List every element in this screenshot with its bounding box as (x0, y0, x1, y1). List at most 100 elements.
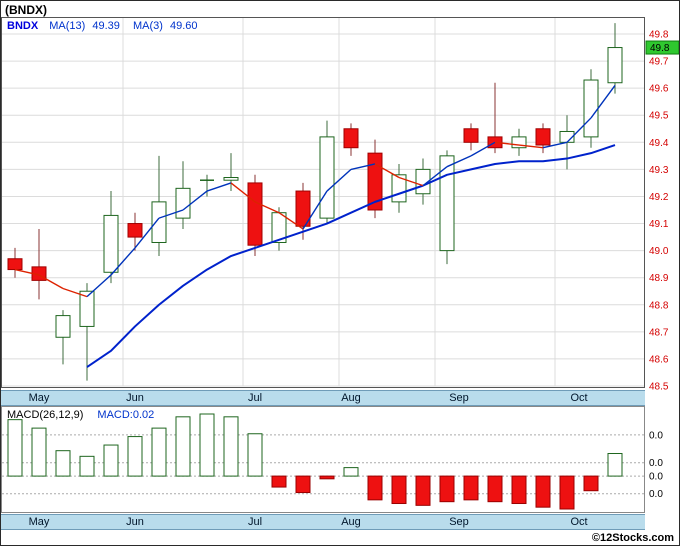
month-label: Sep (449, 392, 469, 404)
month-label: May (28, 392, 50, 404)
candle-body (7, 258, 23, 271)
candle-body (367, 152, 383, 211)
ma3-segment (278, 212, 304, 230)
month-label: Jun (126, 392, 144, 404)
month-label: Aug (341, 516, 361, 528)
candle-body (103, 214, 119, 273)
month-axis-top: May Jun Jul Aug Sep Oct (1, 390, 645, 406)
ma3-segment (518, 144, 544, 149)
candle-body (151, 201, 167, 243)
month-label: Sep (449, 516, 469, 528)
y-axis-label: 48.6 (649, 354, 669, 365)
copyright-watermark: ©12Stocks.com (591, 532, 674, 544)
macd-bar (103, 444, 119, 477)
macd-bar (319, 475, 335, 480)
ma3-segment (398, 176, 424, 187)
candle-body (511, 136, 527, 149)
ma3-segment (230, 182, 256, 203)
macd-bar (199, 413, 215, 477)
macd-bar (7, 419, 23, 477)
ma3-segment (446, 155, 472, 168)
macd-bar (343, 467, 359, 477)
candle-body (607, 47, 623, 84)
candle-body (175, 187, 191, 219)
y-axis-label: 49.4 (649, 138, 669, 149)
macd-bar (151, 427, 167, 477)
macd-plot-border (1, 406, 645, 513)
ma3-segment (182, 190, 208, 211)
macd-value-label: MACD: (97, 409, 133, 421)
ma3-segment (350, 163, 376, 171)
ma3-segment (110, 247, 136, 276)
macd-axis-label: 0.0 (649, 430, 663, 441)
month-label: Aug (341, 392, 361, 404)
macd-legend: MACD(26,12,9) MACD:0.02 (7, 409, 154, 421)
y-axis-label: 49.3 (649, 165, 669, 176)
month-label: May (28, 516, 50, 528)
price-tag (645, 40, 679, 55)
y-axis-label: 49.2 (649, 192, 669, 203)
ma13-line (86, 144, 616, 368)
ma3-segment (254, 201, 280, 214)
macd-axis-label: 0.0 (649, 472, 663, 483)
candle-body (247, 182, 263, 246)
y-axis-label: 48.7 (649, 327, 669, 338)
macd-axis-label: 0.0 (649, 458, 663, 469)
macd-bar (463, 475, 479, 501)
y-axis-label: 49.5 (649, 111, 669, 122)
ma3-segment (470, 141, 496, 157)
page-title: (BNDX) (5, 3, 47, 17)
candle-body (127, 223, 143, 238)
candle-body (343, 128, 359, 149)
ma3-segment (62, 287, 88, 298)
ma3-segment (590, 85, 616, 119)
macd-bar (607, 453, 623, 477)
legend-symbol: BNDX (7, 20, 39, 32)
macd-bar (367, 475, 383, 501)
macd-bar (55, 450, 71, 477)
candle-body (535, 128, 551, 146)
macd-bar (295, 475, 311, 494)
month-label: Jul (247, 392, 263, 404)
macd-bar (487, 475, 503, 503)
macd-chart-canvas: 0.0 0.0 0.0 0.0 (1, 406, 663, 513)
macd-bar (559, 475, 575, 510)
ma3-segment (38, 274, 64, 290)
ma3-segment (158, 209, 184, 219)
macd-bar (127, 436, 143, 477)
macd-bar (415, 475, 431, 506)
ma3-segment (326, 168, 352, 192)
y-axis-label: 48.8 (649, 300, 669, 311)
month-axis-bottom: May Jun Jul Aug Sep Oct (1, 514, 645, 530)
macd-bar (223, 416, 239, 477)
ma3-segment (566, 117, 592, 143)
ma3-segment (422, 166, 448, 187)
candle-body (55, 315, 71, 338)
candle-body (319, 136, 335, 219)
y-axis-label: 48.5 (649, 382, 669, 391)
candle-body (463, 128, 479, 143)
macd-axis-label: 0.0 (649, 489, 663, 500)
macd-indicator-label: MACD(26,12,9) (7, 409, 84, 421)
macd-bar (535, 475, 551, 508)
month-label: Oct (570, 516, 588, 528)
candle-body (295, 190, 311, 227)
candle-body (79, 290, 95, 327)
y-axis-label: 49.6 (649, 84, 669, 95)
macd-bar (79, 455, 95, 477)
price-legend: BNDX MA(13) 49.39 MA(3) 49.60 (7, 20, 208, 32)
ma3-segment (134, 217, 160, 249)
macd-bar (391, 475, 407, 505)
ma3-segment (86, 274, 112, 298)
ma3-segment (206, 182, 232, 192)
macd-bar (511, 475, 527, 505)
price-tag-label: 49.8 (650, 43, 670, 54)
legend-ma3-value: 49.60 (169, 20, 198, 32)
macd-bar (247, 433, 263, 477)
macd-bar (583, 475, 599, 492)
legend-ma13-label: MA(13) (49, 20, 86, 32)
macd-bar (439, 475, 455, 503)
candle-body (583, 79, 599, 138)
price-chart-canvas: 48.5 48.6 48.7 48.8 48.9 49.0 49.1 49.2 49.3 49.4… (1, 17, 679, 391)
